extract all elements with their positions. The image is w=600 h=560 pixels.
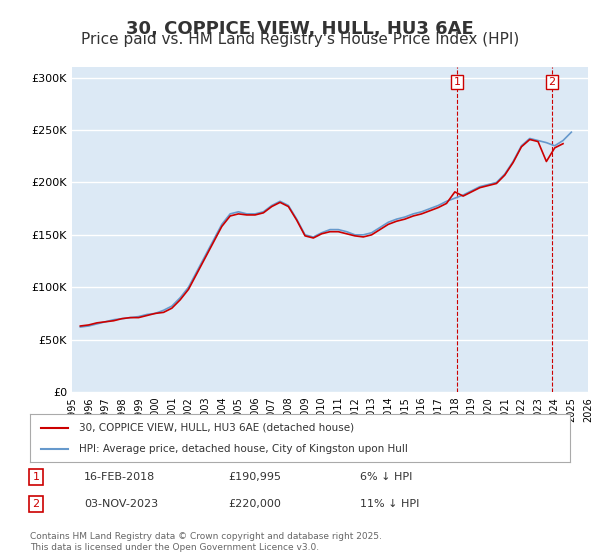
- Text: £190,995: £190,995: [228, 472, 281, 482]
- Text: Contains HM Land Registry data © Crown copyright and database right 2025.
This d: Contains HM Land Registry data © Crown c…: [30, 532, 382, 552]
- Text: HPI: Average price, detached house, City of Kingston upon Hull: HPI: Average price, detached house, City…: [79, 444, 407, 454]
- Text: 03-NOV-2023: 03-NOV-2023: [84, 499, 158, 509]
- Text: 6% ↓ HPI: 6% ↓ HPI: [360, 472, 412, 482]
- Text: Price paid vs. HM Land Registry's House Price Index (HPI): Price paid vs. HM Land Registry's House …: [81, 32, 519, 48]
- Text: 30, COPPICE VIEW, HULL, HU3 6AE: 30, COPPICE VIEW, HULL, HU3 6AE: [126, 20, 474, 38]
- Text: 1: 1: [454, 77, 460, 87]
- Text: 11% ↓ HPI: 11% ↓ HPI: [360, 499, 419, 509]
- Text: 2: 2: [32, 499, 40, 509]
- Text: 30, COPPICE VIEW, HULL, HU3 6AE (detached house): 30, COPPICE VIEW, HULL, HU3 6AE (detache…: [79, 423, 354, 433]
- Text: £220,000: £220,000: [228, 499, 281, 509]
- Text: 16-FEB-2018: 16-FEB-2018: [84, 472, 155, 482]
- Text: 1: 1: [32, 472, 40, 482]
- Text: 2: 2: [548, 77, 556, 87]
